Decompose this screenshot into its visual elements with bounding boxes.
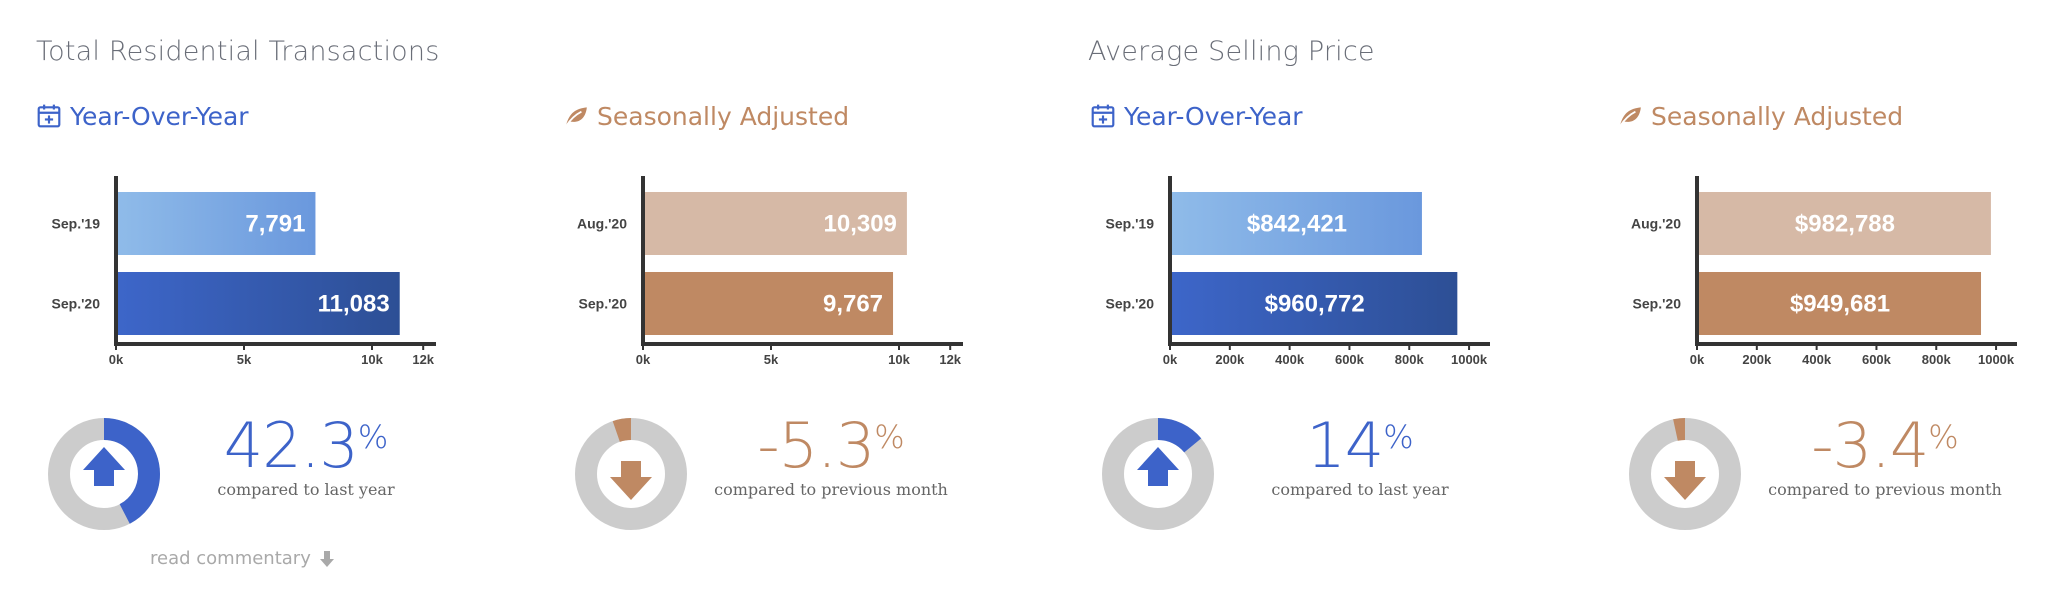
section-title-transactions: Total Residential Transactions (36, 36, 440, 67)
read-commentary-label: read commentary (150, 548, 311, 569)
panel-header-label: Year-Over-Year (1124, 101, 1303, 131)
calendar-plus-icon (1091, 104, 1115, 128)
change-summary: -3.4% compared to previous month (1765, 414, 2005, 500)
x-tick-label: 0k (109, 352, 124, 367)
panel-trans-yoy: Year-Over-Year Sep.'19 7,791 Sep.'20 11,083 0… (36, 96, 536, 576)
x-tick-label: 0k (1163, 352, 1178, 367)
arrow-up-icon (1137, 447, 1179, 486)
bar-chart: Aug.'20 $982,788 Sep.'20 $949,681 0k 200k 400k… (1631, 176, 2017, 367)
donut-track (575, 418, 687, 530)
percent-symbol: % (1383, 418, 1414, 456)
bar (118, 272, 400, 335)
data-label: 7,791 (245, 211, 305, 238)
bar (645, 192, 907, 255)
x-tick-label: 10k (888, 352, 910, 367)
bar-chart: Sep.'19 7,791 Sep.'20 11,083 0k 5k 10k 12k (52, 176, 436, 367)
category-label: Sep.'19 (1106, 216, 1155, 232)
percent-symbol: % (1928, 418, 1959, 456)
donut-arc (1629, 418, 1741, 530)
x-tick-label: 10k (361, 352, 383, 367)
arrow-down-icon (1664, 461, 1706, 500)
x-tick-label: 0k (636, 352, 651, 367)
x-tick-label: 5k (764, 352, 779, 367)
leaf-icon (565, 107, 587, 127)
change-donut (1629, 418, 1741, 530)
change-caption: compared to last year (1271, 480, 1449, 499)
category-label: Sep.'20 (1633, 296, 1682, 312)
x-tick-label: 400k (1275, 352, 1305, 367)
change-value: -3.4 (1811, 409, 1929, 482)
change-caption: compared to previous month (714, 480, 948, 499)
arrow-down-icon (319, 550, 334, 567)
calendar-plus-icon (37, 104, 61, 128)
bar (1172, 272, 1458, 335)
panel-header-label: Year-Over-Year (70, 101, 249, 131)
category-label: Aug.'20 (577, 216, 627, 232)
bar-chart: Sep.'19 $842,421 Sep.'20 $960,772 0k 200k 400k… (1106, 176, 1490, 367)
x-tick-label: 12k (412, 352, 434, 367)
x-tick-label: 200k (1742, 352, 1772, 367)
x-tick-label: 1000k (1451, 352, 1488, 367)
data-label: 9,767 (823, 291, 883, 318)
change-donut (575, 418, 687, 530)
arrow-up-icon (83, 447, 125, 486)
change-donut (48, 418, 160, 530)
panel-price-sa: Seasonally Adjusted Aug.'20 $982,788 Sep.'2… (1617, 96, 2048, 576)
change-summary: 14% compared to last year (1265, 414, 1455, 500)
panel-trans-sa: Seasonally Adjusted Aug.'20 10,309 Sep.'20 9… (563, 96, 1063, 576)
x-tick-label: 600k (1335, 352, 1365, 367)
panel-header-label: Seasonally Adjusted (1651, 101, 1904, 131)
donut-arc (575, 418, 687, 530)
change-caption: compared to last year (217, 480, 395, 499)
donut-track (1629, 418, 1741, 530)
change-value: 14 (1306, 409, 1384, 482)
change-summary: 42.3% compared to last year (211, 414, 401, 500)
bar (645, 272, 894, 335)
change-donut (1102, 418, 1214, 530)
x-tick-label: 400k (1802, 352, 1832, 367)
panel-header-label: Seasonally Adjusted (597, 101, 850, 131)
bar (118, 192, 316, 255)
category-label: Sep.'20 (1106, 296, 1155, 312)
data-label: 11,083 (318, 291, 390, 318)
change-value: -5.3 (757, 409, 875, 482)
change-summary: -5.3% compared to previous month (711, 414, 951, 500)
donut-arc (48, 418, 160, 530)
category-label: Sep.'20 (52, 296, 101, 312)
x-tick-label: 1000k (1978, 352, 2015, 367)
x-tick-label: 0k (1690, 352, 1705, 367)
x-tick-label: 200k (1215, 352, 1245, 367)
category-label: Aug.'20 (1631, 216, 1681, 232)
section-title-price: Average Selling Price (1088, 36, 1375, 67)
x-tick-label: 800k (1922, 352, 1952, 367)
bar (1699, 272, 1982, 335)
bar (1172, 192, 1422, 255)
donut-arc (1102, 418, 1214, 530)
x-tick-label: 800k (1395, 352, 1425, 367)
percent-symbol: % (874, 418, 905, 456)
change-value: 42.3 (223, 409, 359, 482)
data-label: $982,788 (1795, 211, 1895, 238)
x-tick-label: 600k (1862, 352, 1892, 367)
leaf-icon (1619, 107, 1641, 127)
bar (1699, 192, 1991, 255)
panel-price-yoy: Year-Over-Year Sep.'19 $842,421 Sep.'20 $960… (1090, 96, 1590, 576)
panel-header: Seasonally Adjusted (563, 96, 849, 136)
panel-header: Year-Over-Year (36, 96, 249, 136)
bar-chart: Aug.'20 10,309 Sep.'20 9,767 0k 5k 10k 12k (577, 176, 963, 367)
x-tick-label: 12k (939, 352, 961, 367)
category-label: Sep.'20 (579, 296, 628, 312)
panel-header: Seasonally Adjusted (1617, 96, 1903, 136)
data-label: 10,309 (824, 211, 897, 238)
change-caption: compared to previous month (1768, 480, 2002, 499)
panel-header: Year-Over-Year (1090, 96, 1303, 136)
x-tick-label: 5k (237, 352, 252, 367)
data-label: $949,681 (1790, 291, 1890, 318)
arrow-down-icon (610, 461, 652, 500)
data-label: $960,772 (1265, 291, 1365, 318)
category-label: Sep.'19 (52, 216, 101, 232)
data-label: $842,421 (1247, 211, 1347, 238)
percent-symbol: % (357, 418, 389, 456)
read-commentary-link[interactable]: read commentary (150, 548, 335, 569)
